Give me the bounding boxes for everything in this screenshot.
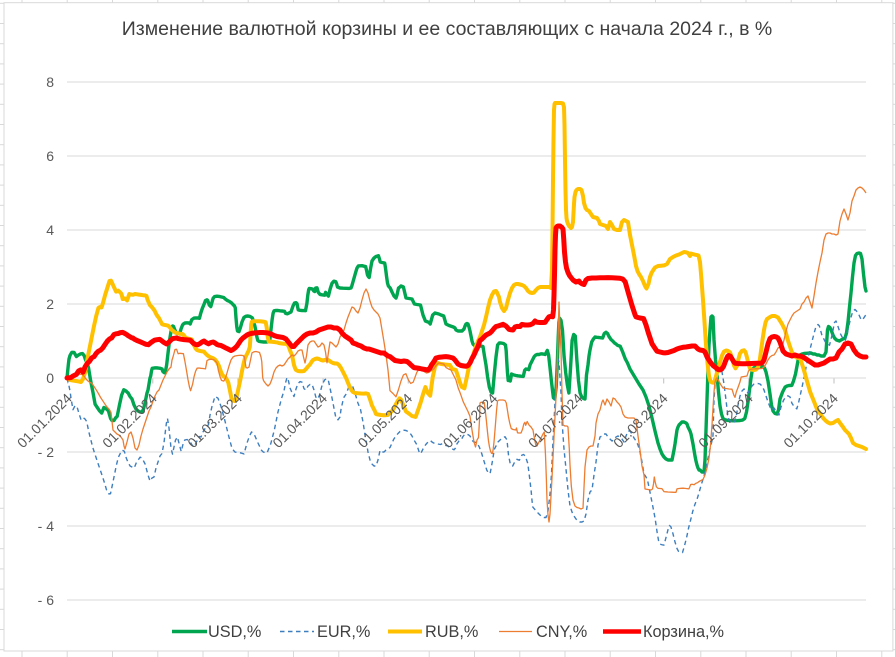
svg-text:6: 6 <box>46 148 54 164</box>
svg-text:CNY,%: CNY,% <box>536 623 587 641</box>
svg-text:EUR,%: EUR,% <box>317 623 370 641</box>
svg-text:Корзина,%: Корзина,% <box>643 623 724 641</box>
svg-text:- 2: - 2 <box>38 444 55 460</box>
svg-text:USD,%: USD,% <box>208 623 261 641</box>
svg-text:0: 0 <box>46 370 54 386</box>
svg-text:- 4: - 4 <box>38 518 55 534</box>
svg-text:2: 2 <box>46 296 54 312</box>
svg-text:4: 4 <box>46 222 54 238</box>
svg-text:Изменение валютной корзины и е: Изменение валютной корзины и ее составля… <box>122 18 772 40</box>
svg-text:RUB,%: RUB,% <box>425 623 478 641</box>
svg-text:- 6: - 6 <box>38 592 55 608</box>
svg-text:8: 8 <box>46 74 54 90</box>
